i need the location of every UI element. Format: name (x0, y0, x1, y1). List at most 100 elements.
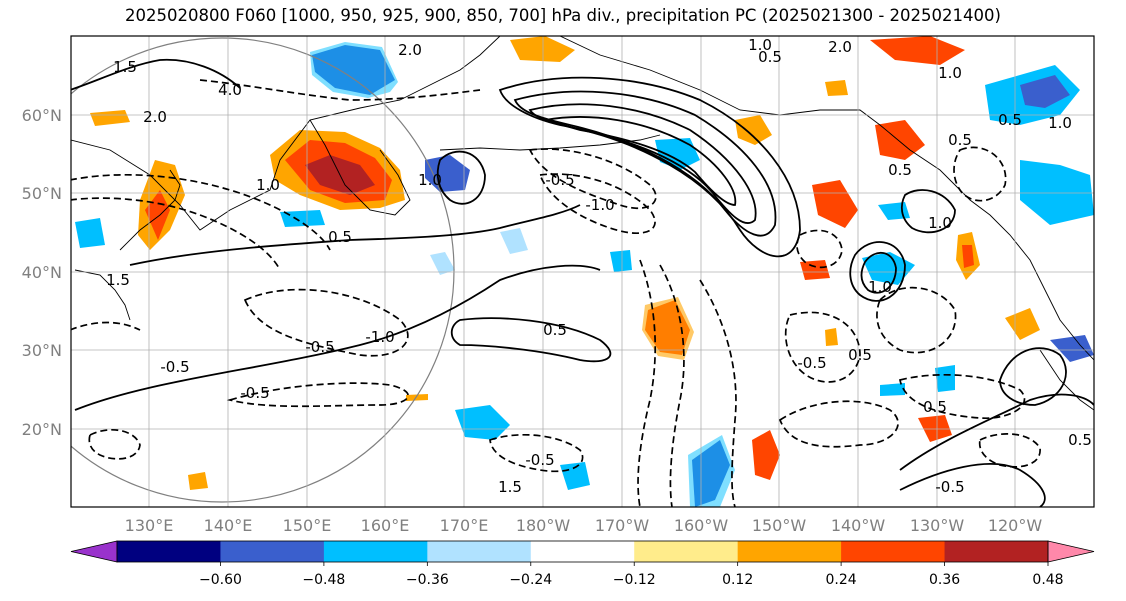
contour-label: 0.5 (543, 321, 567, 339)
lon-label: 170°W (595, 516, 650, 535)
contour-neg-11 (784, 311, 861, 383)
lon-label: 180°W (516, 516, 571, 535)
coast-japan (119, 169, 181, 251)
contour-label: 1.5 (106, 271, 130, 289)
contour-pos-bering-low (436, 150, 486, 205)
figure-title: 2025020800 F060 [1000, 950, 925, 900, 85… (125, 6, 1001, 25)
contour-neg-17 (489, 434, 584, 473)
colorbar-tick-label: 0.48 (1032, 572, 1063, 588)
contour-label: 1.5 (498, 478, 522, 496)
contour-neg-20 (978, 433, 1041, 468)
shade-pos-155w-edge (642, 297, 694, 360)
contour-label: 0.5 (948, 131, 972, 149)
shade-pos-small-e (406, 394, 428, 401)
contour-label: 1.0 (1048, 114, 1072, 132)
colorbar-segment (530, 541, 635, 562)
longitude-labels: 130°E 140°E 150°E 160°E 170°E 180°W 170°W 160°W… (125, 516, 1043, 535)
contour-neg-3 (199, 79, 481, 101)
shade-pos-small-d (188, 472, 208, 490)
contour-label: -0.5 (525, 451, 554, 469)
colorbar-frame (116, 540, 1049, 563)
divergence-contours-neg (71, 79, 1041, 507)
shade-neg-west-jp (75, 218, 105, 248)
colorbar-segment (944, 541, 1049, 562)
contour-label: 1.5 (113, 58, 137, 76)
coast-alaska (559, 36, 1094, 361)
colorbar-tick-label: −0.36 (406, 572, 449, 588)
contour-neg-13 (876, 286, 957, 354)
shade-pos-small-g (825, 328, 838, 346)
contour-pos-sw (899, 393, 1094, 471)
shade-neg-mid-c (500, 228, 528, 254)
shade-neg-small-f (280, 210, 325, 227)
shade-neg-mid-a (430, 252, 455, 275)
shade-neg-hawaii-edge (688, 435, 735, 507)
shade-neg-canada-core (1020, 75, 1070, 108)
shade-pos-120w (1005, 308, 1040, 340)
contour-label: 1.0 (748, 36, 772, 54)
contour-label: -1.0 (365, 328, 394, 346)
colorbar-segment (841, 541, 946, 562)
lat-label: 30°N (22, 341, 62, 360)
coastlines (71, 36, 1094, 411)
contour-neg-14 (899, 373, 1026, 419)
shade-neg-okhotsk-edge (310, 42, 398, 98)
lon-label: 150°E (283, 516, 332, 535)
contour-neg-16 (953, 146, 1007, 202)
colorbar-segment (737, 541, 842, 562)
contour-neg-9 (659, 264, 685, 507)
coast-aleutians (439, 134, 661, 151)
contour-pos-lat35 (74, 264, 601, 411)
lon-label: 140°W (831, 516, 886, 535)
contour-pos-lat45 (129, 204, 581, 266)
contour-neg-10 (699, 279, 737, 507)
shade-neg-baja (1050, 335, 1094, 362)
contour-pos-gulf (900, 189, 956, 234)
shade-neg-west-coast (1020, 160, 1094, 225)
shade-pos-hawaii (752, 430, 780, 480)
contour-pos-north (71, 58, 241, 91)
lat-label: 40°N (22, 263, 62, 282)
contour-neg-4 (243, 288, 409, 357)
contour-label: -0.5 (240, 384, 269, 402)
lon-label: 170°E (440, 516, 489, 535)
contour-label: 2.0 (828, 38, 852, 56)
contour-neg-2 (71, 197, 281, 271)
contour-label: -0.5 (305, 338, 334, 356)
contour-label: 0.5 (923, 398, 947, 416)
shade-pos-small-b (825, 80, 848, 96)
shade-neg-mid-b (610, 250, 632, 272)
lon-label: 160°W (674, 516, 729, 535)
contour-label: 4.0 (218, 81, 242, 99)
contour-label: -0.5 (935, 478, 964, 496)
great-circle (71, 37, 455, 503)
contour-label: 0.5 (328, 228, 352, 246)
shade-neg-sub-b (560, 462, 590, 490)
contour-pos-ridge-2 (513, 90, 777, 237)
colorbar-extend-max (1047, 540, 1095, 563)
colorbar-tick-label: −0.24 (509, 572, 552, 588)
shade-neg-gulf-low (862, 252, 915, 285)
contour-neg-19 (88, 428, 141, 460)
shade-pos-gulf (870, 36, 965, 65)
coast-asia (71, 36, 501, 231)
colorbar-segment (220, 541, 325, 562)
coast-baja (1039, 349, 1094, 411)
colorbar (70, 540, 1095, 563)
shade-pos-small-a (90, 110, 130, 126)
lat-label: 50°N (22, 184, 62, 203)
lon-label: 120°W (988, 516, 1043, 535)
contour-label: 1.0 (938, 64, 962, 82)
map-frame (70, 35, 1095, 508)
shade-neg-small-h (880, 383, 905, 396)
contour-neg-5 (226, 382, 409, 408)
contour-neg-18 (71, 321, 141, 331)
coast-korea (74, 269, 131, 321)
colorbar-segment (117, 541, 221, 562)
contour-pos-sub (450, 317, 612, 363)
shade-neg-sub-a (455, 405, 510, 440)
shade-pos-alaska (735, 115, 772, 145)
colorbar-tick-label: −0.12 (613, 572, 656, 588)
contour-neg-1 (71, 173, 331, 251)
